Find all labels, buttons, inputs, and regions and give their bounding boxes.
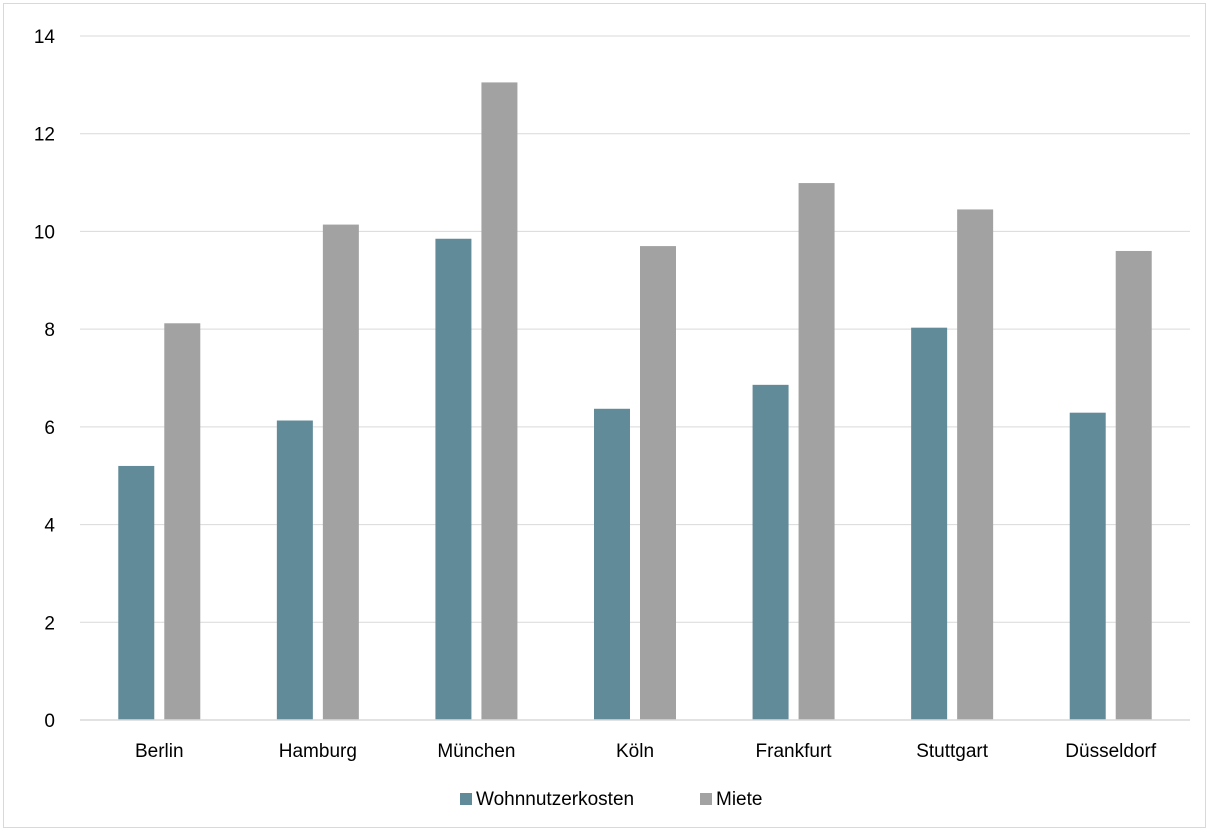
gridlines <box>80 35 1190 623</box>
axes: 0 2 4 6 8 10 12 14 Berlin Hamburg München Köln Frank… <box>34 27 1190 762</box>
bar-miete <box>481 82 518 720</box>
legend: Wohnnutzerkosten Miete <box>460 789 762 810</box>
bars <box>118 82 1152 721</box>
x-tick-label: Berlin <box>135 741 184 762</box>
y-tick-label: 2 <box>44 613 55 634</box>
x-tick-label: Stuttgart <box>916 741 989 762</box>
legend-swatch <box>700 793 712 805</box>
y-tick-label: 10 <box>34 222 55 243</box>
x-tick-label: München <box>437 741 515 762</box>
bar-wohnnutzerkosten <box>1069 412 1106 720</box>
x-tick-label: Hamburg <box>279 741 357 762</box>
bar-wohnnutzerkosten <box>435 238 472 720</box>
bar-wohnnutzerkosten <box>276 420 313 720</box>
bar-miete <box>322 224 359 721</box>
y-tick-label: 8 <box>44 320 55 341</box>
y-tick-label: 12 <box>34 125 55 146</box>
bar-miete <box>798 183 835 720</box>
y-tick-label: 14 <box>34 27 56 48</box>
y-tick-label: 0 <box>44 711 55 732</box>
legend-label: Wohnnutzerkosten <box>476 789 634 810</box>
bar-wohnnutzerkosten <box>752 384 789 720</box>
legend-swatch <box>460 793 472 805</box>
bar-miete <box>957 209 994 720</box>
x-tick-label: Köln <box>616 741 654 762</box>
bar-miete <box>640 246 676 721</box>
y-tick-label: 6 <box>44 418 55 439</box>
y-tick-label: 4 <box>44 516 55 537</box>
bar-miete <box>1115 250 1152 720</box>
x-tick-label: Düsseldorf <box>1065 741 1157 762</box>
bar-wohnnutzerkosten <box>594 408 630 720</box>
x-tick-label: Frankfurt <box>756 741 833 762</box>
bar-wohnnutzerkosten <box>118 465 155 720</box>
bar-miete <box>164 323 201 720</box>
legend-label: Miete <box>716 789 762 810</box>
bar-wohnnutzerkosten <box>911 327 948 720</box>
